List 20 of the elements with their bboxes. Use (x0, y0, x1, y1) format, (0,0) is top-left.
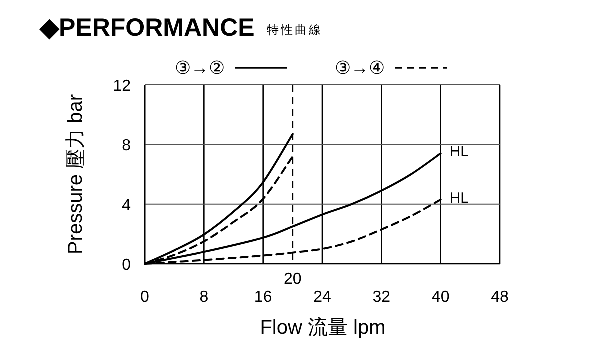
legend-label: ③→④ (335, 58, 385, 78)
y-tick-label: 4 (122, 197, 132, 214)
x-tick-label: 16 (254, 289, 272, 306)
x-tick-label: 0 (140, 289, 150, 306)
legend-label: ③→② (175, 58, 225, 78)
annotation: HL (450, 190, 470, 207)
x-tick-label: 40 (432, 289, 450, 306)
annotation: HL (450, 144, 470, 161)
y-tick-label: 8 (122, 138, 132, 155)
x-tick-label: 32 (372, 289, 391, 306)
x-tick-label: 8 (200, 289, 209, 306)
y-tick-label: 0 (122, 257, 132, 274)
x-tick-label: 24 (314, 289, 332, 306)
ref-line-label: 20 (284, 271, 302, 288)
y-axis-title: Pressure 壓力 bar (65, 94, 87, 255)
y-tick-label: 12 (113, 78, 132, 95)
x-axis-title: Flow 流量 lpm (260, 317, 386, 339)
x-tick-label: 48 (491, 289, 509, 306)
chart-subtitle: 特性曲線 (266, 23, 323, 37)
chart-title: ◆PERFORMANCE (39, 14, 255, 42)
